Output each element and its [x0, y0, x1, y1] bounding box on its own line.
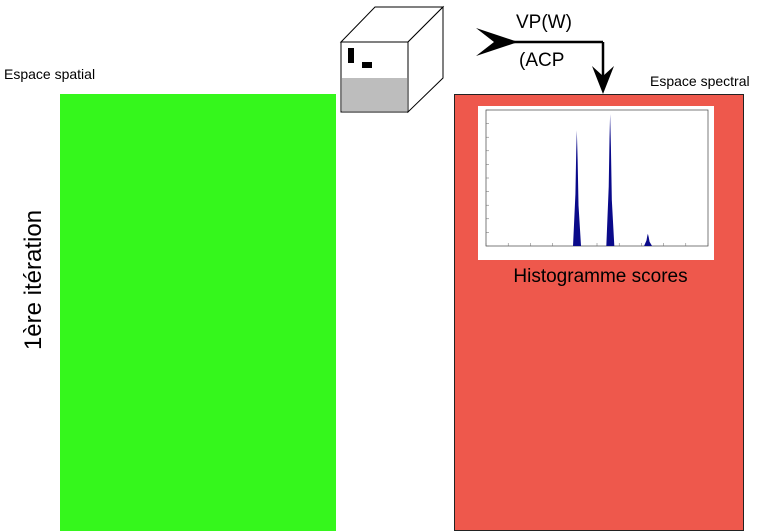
cube-icon [339, 5, 445, 114]
histogram-peak-2 [606, 114, 615, 246]
spatial-space-label: Espace spatial [4, 66, 96, 82]
histogram-peak-3 [644, 233, 653, 246]
vp-label: VP(W) [516, 12, 572, 33]
histogram-peak-1 [573, 130, 582, 246]
spectral-space-label: Espace spectral [650, 73, 750, 89]
histogram-plot [478, 106, 714, 260]
spatial-space-panel [60, 94, 336, 531]
iteration-label: 1ère itération [20, 209, 47, 351]
arrow-icon [476, 28, 614, 94]
histogram-frame [485, 109, 709, 247]
acp-label: (ACP [519, 50, 565, 71]
histogram-svg [485, 109, 709, 247]
histogram-title: Histogramme scores [513, 266, 688, 287]
